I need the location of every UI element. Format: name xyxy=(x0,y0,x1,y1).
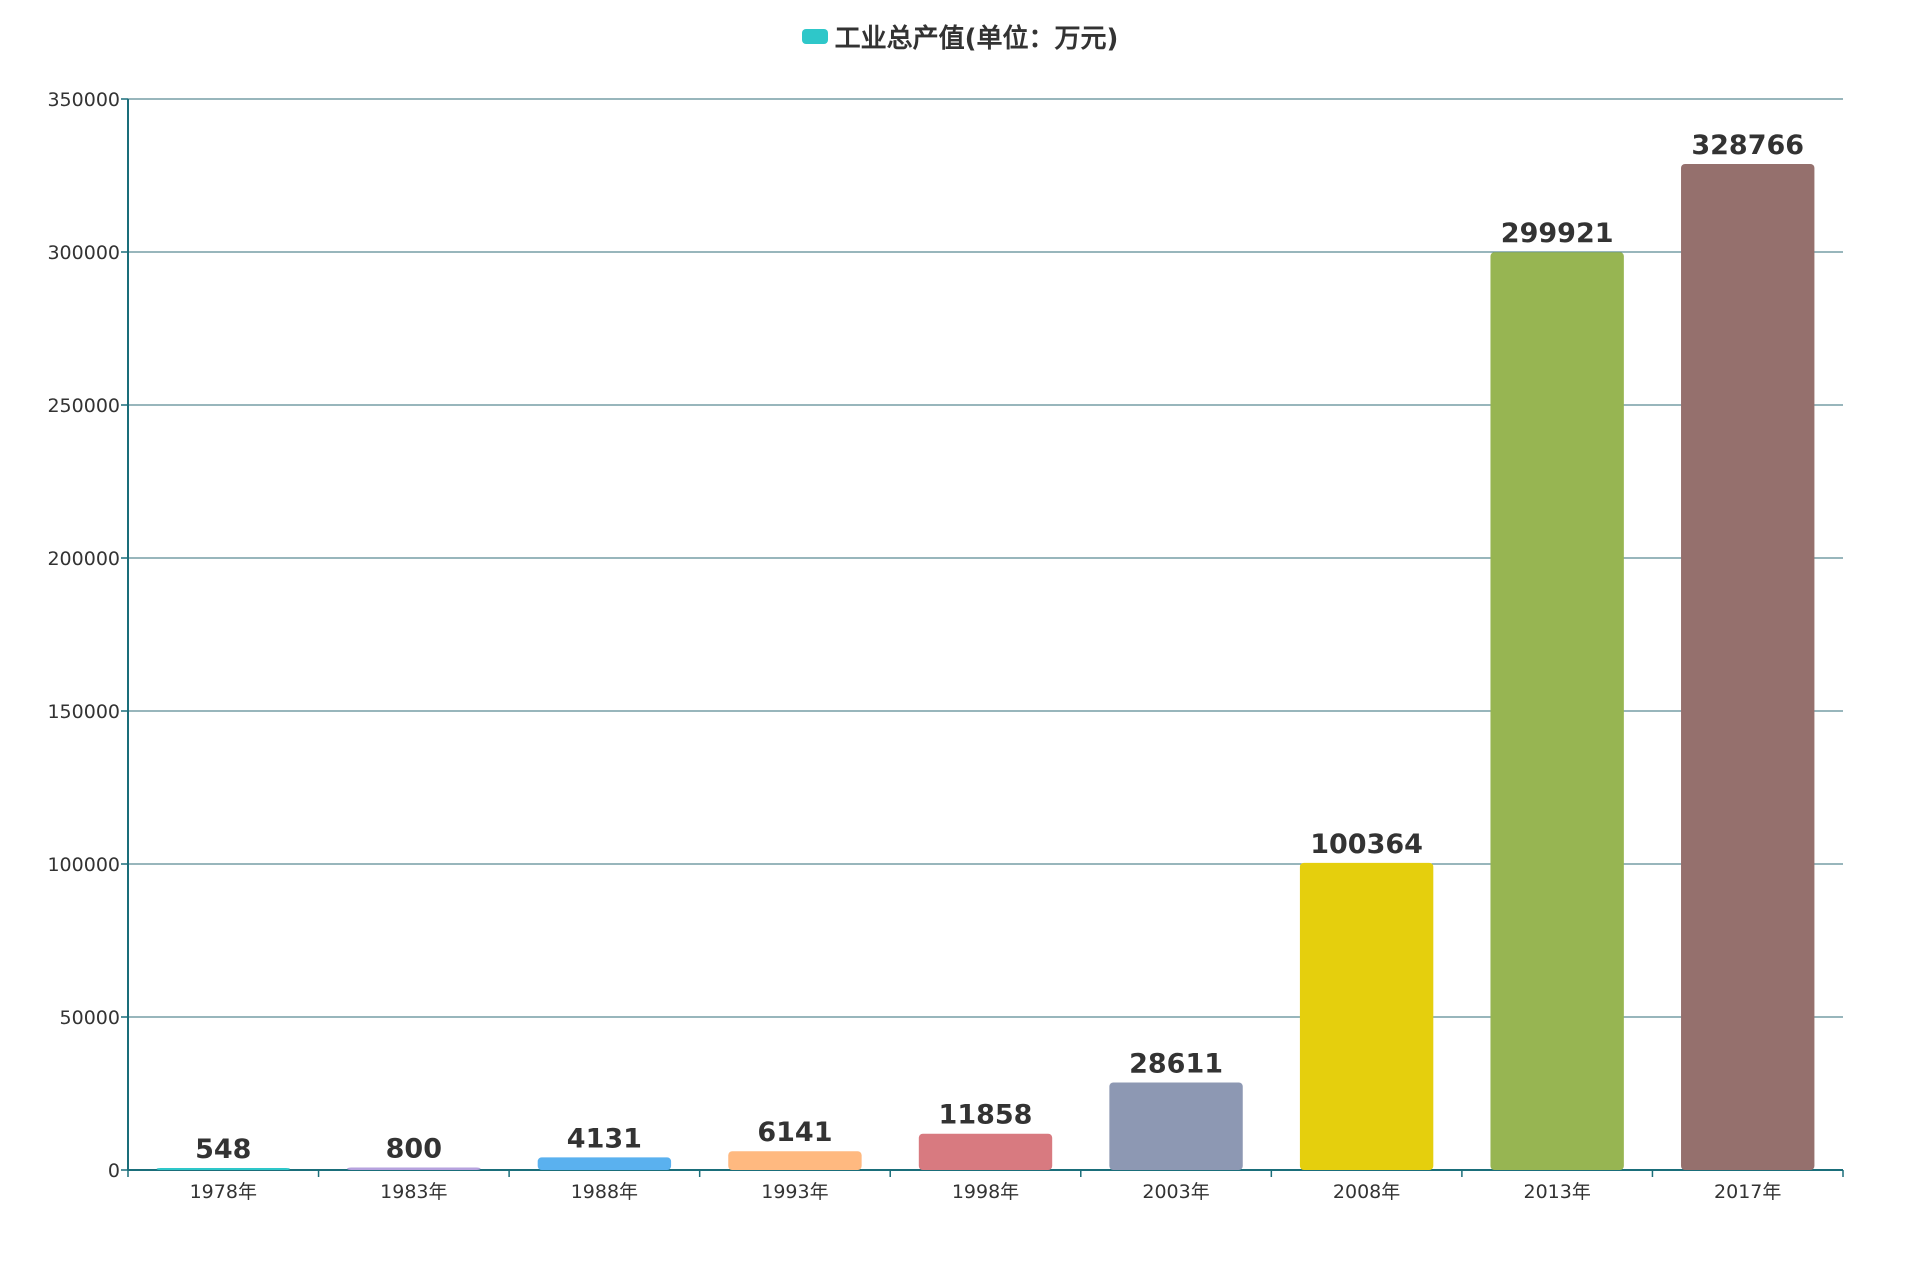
y-tick-label: 300000 xyxy=(47,242,120,264)
x-tick-label: 1998年 xyxy=(952,1181,1019,1203)
data-label: 4131 xyxy=(567,1123,642,1154)
bar-1988年[interactable] xyxy=(537,1157,672,1170)
y-tick-label: 50000 xyxy=(60,1007,120,1029)
x-tick-label: 2003年 xyxy=(1142,1181,1209,1203)
bar-2003年[interactable] xyxy=(1109,1082,1243,1170)
x-tick-label: 2017年 xyxy=(1714,1181,1781,1203)
x-tick-label: 1983年 xyxy=(380,1181,447,1203)
y-tick-label: 150000 xyxy=(47,701,120,723)
y-tick-label: 200000 xyxy=(47,548,120,570)
y-tick-label: 0 xyxy=(108,1160,120,1182)
data-label: 28611 xyxy=(1129,1048,1223,1079)
bar-2013年[interactable] xyxy=(1490,252,1624,1170)
x-tick-label: 1993年 xyxy=(761,1181,828,1203)
bar-1978年[interactable] xyxy=(156,1168,290,1170)
data-label: 548 xyxy=(195,1134,251,1165)
bar-1998年[interactable] xyxy=(918,1133,1053,1170)
y-tick-label: 250000 xyxy=(47,395,120,417)
data-label: 100364 xyxy=(1310,829,1423,860)
bar-2008年[interactable] xyxy=(1299,862,1434,1170)
x-tick-label: 2008年 xyxy=(1333,1181,1400,1203)
legend-label: 工业总产值(单位：万元) xyxy=(834,24,1119,54)
bar-1983年[interactable] xyxy=(347,1167,481,1170)
data-label: 328766 xyxy=(1691,130,1804,161)
bar-1993年[interactable] xyxy=(728,1151,862,1170)
x-tick-label: 2013年 xyxy=(1523,1181,1590,1203)
data-label: 6141 xyxy=(757,1117,832,1148)
data-label: 299921 xyxy=(1501,218,1614,249)
x-tick-label: 1988年 xyxy=(571,1181,638,1203)
legend[interactable]: 工业总产值(单位：万元) xyxy=(0,18,1920,55)
y-tick-label: 100000 xyxy=(47,854,120,876)
y-tick-label: 350000 xyxy=(47,89,120,111)
legend-swatch xyxy=(801,29,828,44)
data-label: 800 xyxy=(386,1134,442,1165)
data-label: 11858 xyxy=(939,1100,1033,1131)
x-tick-label: 1978年 xyxy=(190,1181,257,1203)
bar-2017年[interactable] xyxy=(1681,163,1815,1170)
